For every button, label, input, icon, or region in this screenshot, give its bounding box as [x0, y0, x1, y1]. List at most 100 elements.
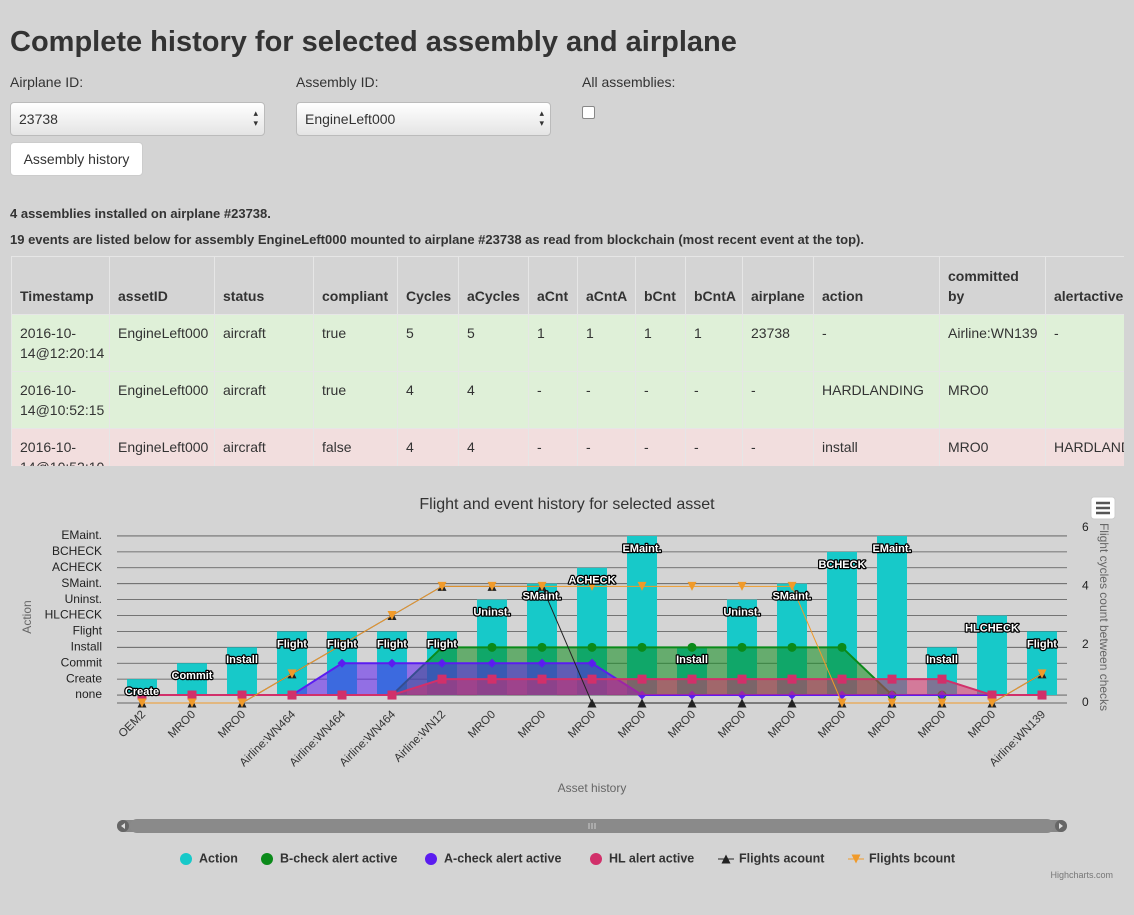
y2-tick-label: 4	[1082, 579, 1089, 593]
y2-tick-label: 2	[1082, 637, 1089, 651]
info-text: as read from blockchain (most recent eve…	[521, 232, 864, 247]
airplane-select[interactable]: 23738	[10, 102, 265, 136]
table-cell: 5	[397, 314, 459, 372]
y-tick-label: Commit	[61, 655, 103, 669]
line-marker	[387, 611, 397, 620]
table-cell: EngineLeft000	[109, 428, 215, 466]
column-header: status	[214, 256, 314, 315]
column-header: assetID	[109, 256, 215, 315]
column-header: bCnt	[635, 256, 686, 315]
table-cell: 1	[635, 314, 686, 372]
column-header: Cycles	[397, 256, 459, 315]
bar	[877, 535, 907, 696]
airplane-label: Airplane ID:	[10, 74, 84, 90]
table-cell: -	[742, 371, 814, 429]
scroll-grip	[588, 823, 596, 829]
area-marker	[587, 658, 597, 668]
line-marker	[887, 698, 897, 708]
y-axis-title: Action	[20, 600, 34, 633]
legend-symbol	[261, 853, 273, 865]
y-tick-label: EMaint.	[61, 528, 102, 542]
table-cell: EngineLeft000	[109, 371, 215, 429]
column-header: aCnt	[528, 256, 578, 315]
table-cell: true	[313, 314, 398, 372]
bar	[977, 615, 1007, 696]
navigator[interactable]	[117, 819, 1067, 833]
y-tick-label: SMaint.	[61, 576, 102, 590]
area-marker	[687, 642, 697, 652]
area-marker	[387, 658, 397, 668]
data-label: Flight	[327, 638, 357, 650]
area-marker	[687, 674, 697, 684]
table-cell: 4	[458, 428, 529, 466]
assembly-label: Assembly ID:	[296, 74, 379, 90]
column-header: compliant	[313, 256, 398, 315]
menu-icon[interactable]	[1096, 501, 1110, 515]
all-label: All assemblies:	[582, 74, 676, 90]
y2-tick-label: 0	[1082, 695, 1089, 709]
menu-button[interactable]	[1090, 496, 1116, 520]
y-tick-label: Flight	[73, 624, 103, 638]
data-label: EMaint.	[872, 543, 911, 555]
x-tick-label: MRO0	[816, 709, 848, 741]
data-label: EMaint.	[622, 543, 661, 555]
table-cell: false	[313, 428, 398, 466]
legend-symbol	[425, 853, 437, 865]
area-marker	[587, 674, 597, 684]
area-marker	[537, 674, 547, 684]
line-marker	[637, 581, 647, 591]
x-tick-label: MRO0	[216, 709, 248, 741]
line-marker	[737, 581, 747, 591]
legend-label: HL alert active	[609, 851, 694, 865]
line-marker	[987, 698, 997, 708]
info-text: airplane #23738	[424, 232, 522, 247]
assembly-select[interactable]: EngineLeft000	[296, 102, 551, 136]
table-row: 2016-10-14@10:52:15 EngineLeft000 aircraft…	[11, 371, 1124, 429]
assembly-value: EngineLeft000	[305, 111, 396, 127]
all-checkbox[interactable]	[582, 106, 595, 119]
table-cell: MRO0	[939, 428, 1046, 466]
x-axis-title: Asset history	[558, 781, 627, 795]
area-marker	[887, 674, 897, 684]
table-cell: install	[813, 428, 940, 466]
y2-tick-label: 6	[1082, 520, 1089, 534]
history-button[interactable]: Assembly history	[10, 142, 143, 176]
line-marker	[737, 698, 747, 708]
credits: Highcharts.com	[1050, 870, 1113, 880]
x-tick-label: MRO0	[516, 709, 548, 741]
data-label: Create	[125, 686, 159, 698]
y-tick-label: ACHECK	[52, 560, 102, 574]
data-label: SMaint.	[522, 591, 561, 603]
area-marker	[437, 658, 447, 668]
column-header: bCntA	[685, 256, 743, 315]
line-marker	[837, 698, 847, 708]
column-header: aCycles	[458, 256, 529, 315]
legend-label: A-check alert active	[444, 851, 561, 865]
table-cell: -	[577, 428, 636, 466]
table-cell: -	[813, 314, 940, 372]
line-marker	[787, 581, 797, 591]
y-tick-label: BCHECK	[52, 544, 102, 558]
chart: Flight and event history for selected as…	[20, 496, 1116, 880]
bar	[277, 631, 307, 696]
table-cell: MRO0	[939, 371, 1046, 429]
line-marker	[487, 581, 497, 591]
bar	[177, 663, 207, 696]
y-tick-label: Install	[71, 639, 102, 653]
x-tick-label: MRO0	[666, 709, 698, 741]
legend-label: Flights bcount	[869, 851, 956, 865]
area-marker	[137, 690, 147, 700]
data-label: Install	[676, 654, 708, 666]
area-marker	[487, 658, 497, 668]
area-marker	[837, 642, 847, 652]
data-label: Uninst.	[473, 606, 510, 618]
y-tick-label: Create	[66, 671, 102, 685]
table-cell: 1	[685, 314, 743, 372]
column-header: alertactive	[1045, 256, 1124, 315]
area-marker	[737, 674, 747, 684]
table-cell: HARDLANDING	[1045, 428, 1124, 466]
area-marker	[537, 658, 547, 668]
table-cell: 2016-10-14@10:52:15	[11, 371, 110, 429]
legend-label: B-check alert active	[280, 851, 397, 865]
table-cell: aircraft	[214, 428, 314, 466]
